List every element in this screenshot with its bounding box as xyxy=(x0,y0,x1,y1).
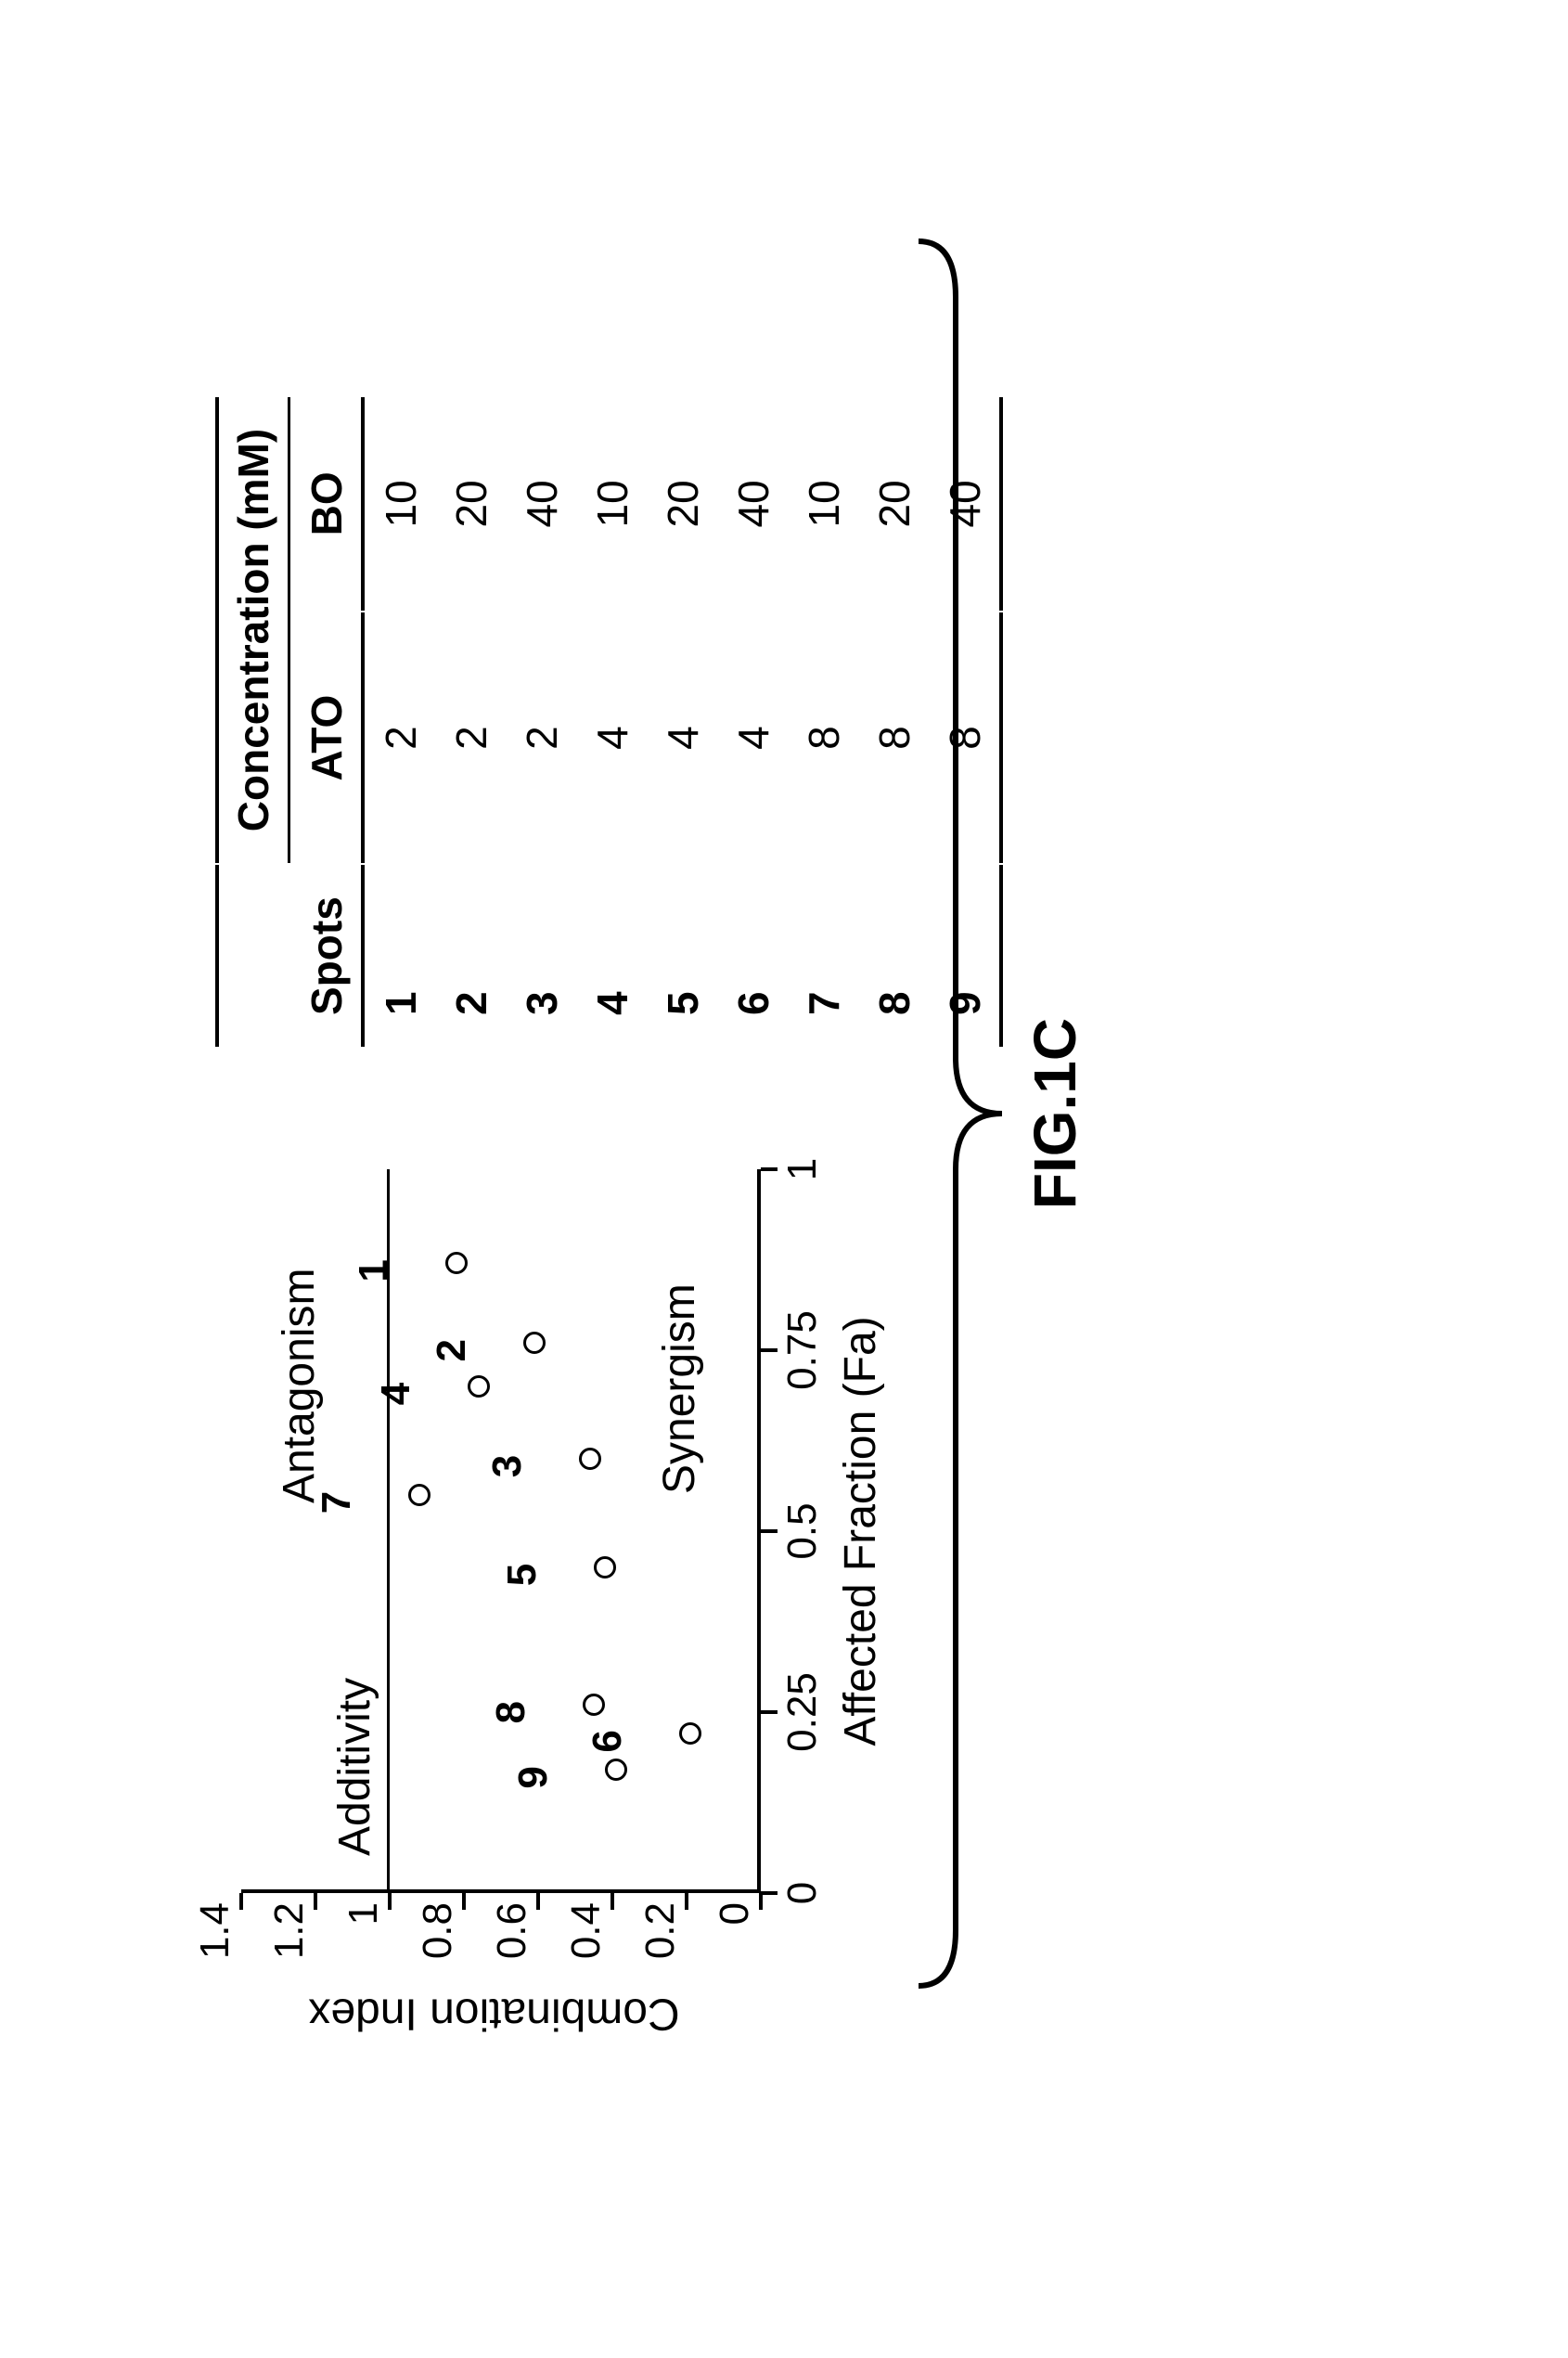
data-point-label: 4 xyxy=(373,1383,419,1405)
xtick-label: 0.75 xyxy=(779,1310,826,1390)
cell-spot: 5 xyxy=(649,865,717,1047)
data-point-label: 8 xyxy=(488,1701,534,1723)
table-row: 1210 xyxy=(366,397,435,1047)
data-point-label: 9 xyxy=(510,1766,557,1788)
cell-bo: 20 xyxy=(437,397,506,611)
figure-panel: 00.20.40.60.811.21.4 00.250.50.751 12345… xyxy=(186,186,1392,2042)
ytick xyxy=(462,1893,466,1910)
ytick xyxy=(388,1893,392,1910)
table-row: 6440 xyxy=(719,397,788,1047)
xtick xyxy=(761,1891,778,1895)
cell-bo: 40 xyxy=(508,397,576,611)
cell-bo: 10 xyxy=(578,397,647,611)
cell-ato: 2 xyxy=(366,612,435,863)
y-axis xyxy=(241,1889,761,1893)
cell-spot: 7 xyxy=(790,865,858,1047)
data-point-label: 1 xyxy=(351,1259,397,1282)
cell-spot: 2 xyxy=(437,865,506,1047)
table-col-bo: BO xyxy=(292,397,365,611)
y-axis-label: Combination Index xyxy=(263,1989,726,2040)
cell-bo: 40 xyxy=(719,397,788,611)
xtick-label: 0.5 xyxy=(779,1502,826,1559)
data-point xyxy=(445,1252,468,1274)
table-row: 3240 xyxy=(508,397,576,1047)
ytick xyxy=(314,1893,317,1910)
cell-ato: 4 xyxy=(649,612,717,863)
data-point xyxy=(679,1722,701,1745)
data-point-label: 6 xyxy=(585,1730,631,1752)
cell-ato: 2 xyxy=(437,612,506,863)
table-row: 2220 xyxy=(437,397,506,1047)
ytick xyxy=(759,1893,763,1910)
xtick-label: 0.25 xyxy=(779,1672,826,1752)
x-axis-label: Affected Fraction (Fa) xyxy=(835,1169,886,1893)
region-label-synergism: Synergism xyxy=(654,1283,705,1494)
table-col-spots: Spots xyxy=(215,865,365,1047)
cell-bo: 10 xyxy=(790,397,858,611)
ytick xyxy=(239,1893,243,1910)
table-row: 7810 xyxy=(790,397,858,1047)
cell-ato: 2 xyxy=(508,612,576,863)
cell-spot: 3 xyxy=(508,865,576,1047)
cell-bo: 20 xyxy=(649,397,717,611)
combination-index-chart: 00.20.40.60.811.21.4 00.250.50.751 12345… xyxy=(241,1169,761,1893)
xtick xyxy=(761,1529,778,1533)
data-point xyxy=(605,1759,627,1781)
region-label-additivity: Additivity xyxy=(329,1678,380,1856)
cell-ato: 4 xyxy=(719,612,788,863)
ytick xyxy=(536,1893,540,1910)
cell-ato: 8 xyxy=(790,612,858,863)
ytick xyxy=(610,1893,614,1910)
xtick-label: 0 xyxy=(779,1882,826,1904)
data-point xyxy=(583,1694,605,1716)
data-point-label: 3 xyxy=(484,1455,531,1477)
data-point xyxy=(579,1448,601,1470)
cell-ato: 4 xyxy=(578,612,647,863)
data-point-label: 2 xyxy=(429,1339,475,1361)
figure-caption: FIG.1C xyxy=(1021,186,1089,2042)
data-point xyxy=(468,1375,490,1398)
table-row: 4410 xyxy=(578,397,647,1047)
table-col-ato: ATO xyxy=(292,612,365,863)
data-point-label: 5 xyxy=(499,1564,546,1586)
xtick xyxy=(761,1167,778,1171)
cell-spot: 6 xyxy=(719,865,788,1047)
table-header-group: Concentration (mM) xyxy=(215,397,290,863)
ytick xyxy=(685,1893,688,1910)
figure-brace xyxy=(909,223,1011,2004)
table-row: 5420 xyxy=(649,397,717,1047)
ytick-label: 1.4 xyxy=(192,1902,238,2014)
xtick xyxy=(761,1348,778,1352)
data-point xyxy=(594,1556,616,1578)
region-label-antagonism: Antagonism xyxy=(274,1269,325,1503)
xtick-label: 1 xyxy=(779,1158,826,1180)
xtick xyxy=(761,1710,778,1714)
cell-bo: 10 xyxy=(366,397,435,611)
data-point xyxy=(523,1332,546,1354)
cell-spot: 1 xyxy=(366,865,435,1047)
data-point xyxy=(408,1484,431,1506)
concentration-table: Spots Concentration (mM) ATO BO 12102220… xyxy=(213,395,1005,1049)
cell-spot: 4 xyxy=(578,865,647,1047)
